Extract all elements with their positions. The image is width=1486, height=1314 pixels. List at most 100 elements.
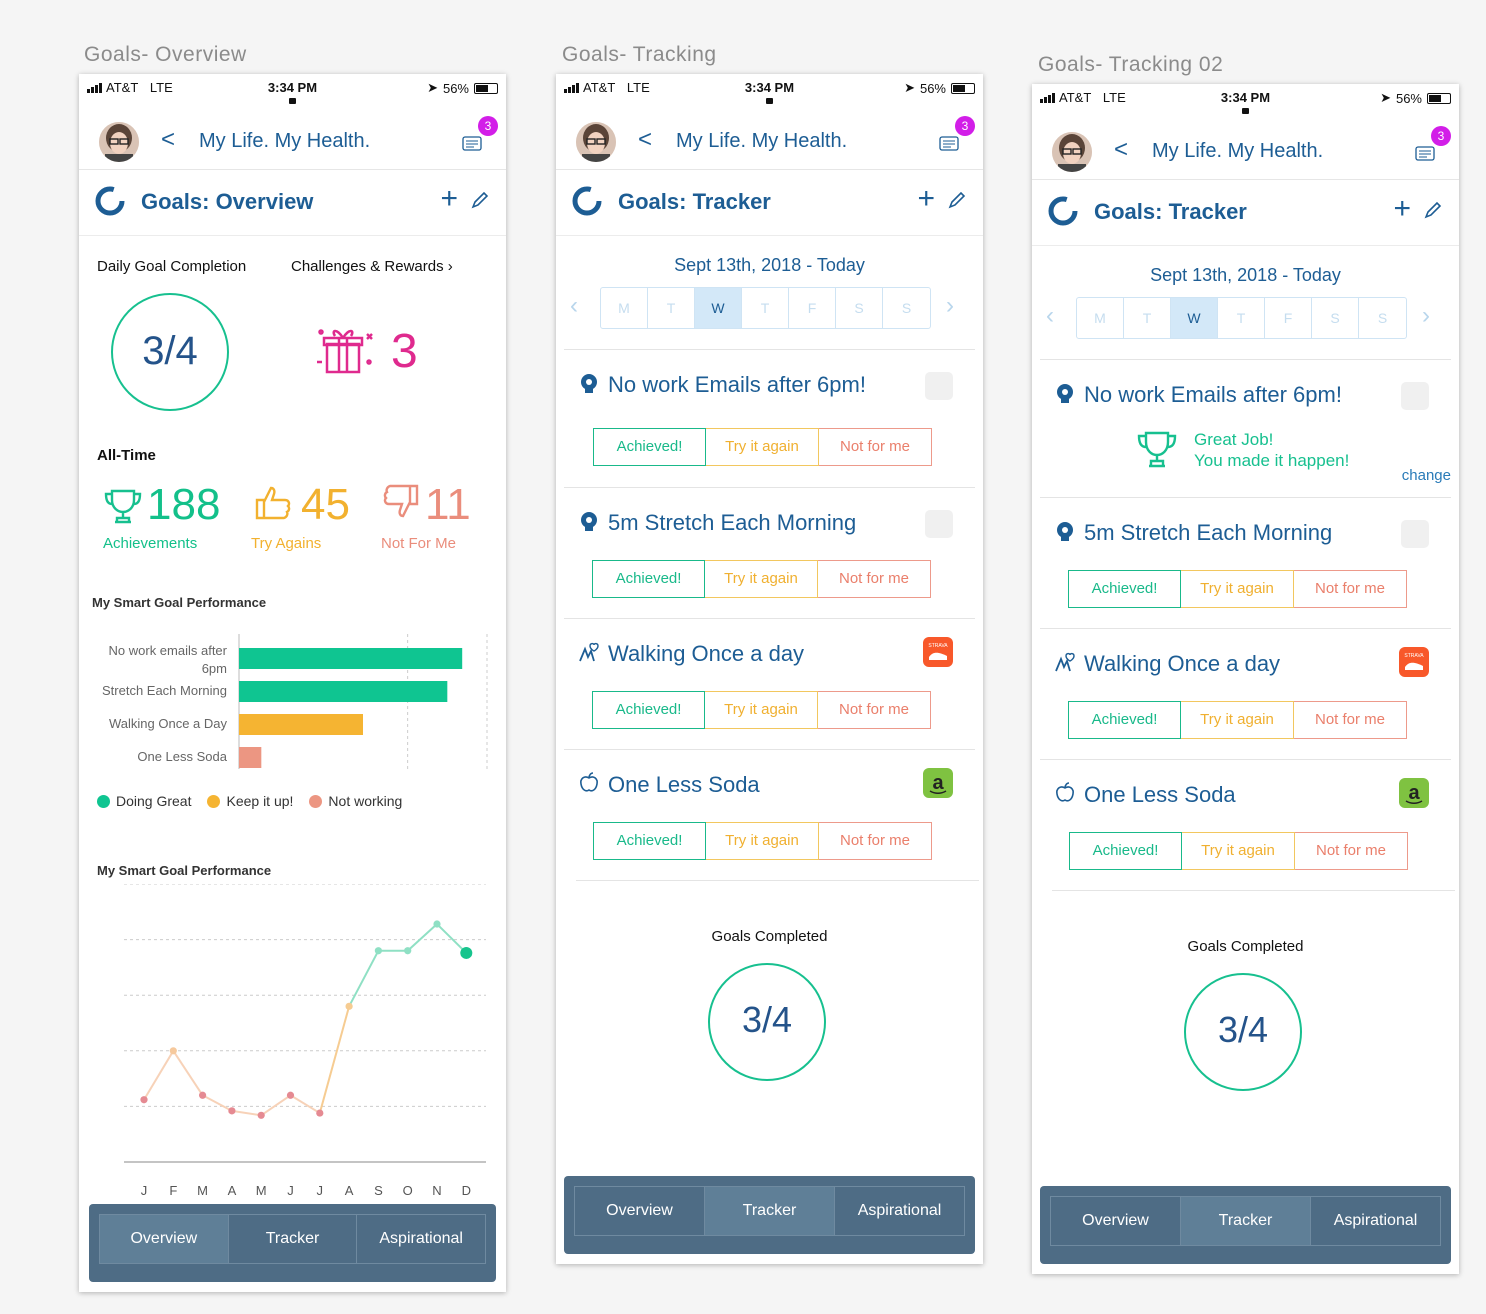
prev-week-arrow[interactable]: ‹ [570,292,578,319]
achieved-button[interactable]: Achieved! [1069,832,1182,870]
tab-overview[interactable]: Overview [100,1215,229,1263]
not-for-me-button[interactable]: Not for me [1294,570,1407,608]
back-button[interactable]: < [638,126,653,153]
try-again-button[interactable]: Try it again [705,560,818,598]
edit-icon[interactable] [947,190,967,215]
tab-overview[interactable]: Overview [575,1187,705,1235]
x-tick-label: J [317,1183,324,1198]
day-tue[interactable]: T [1124,298,1171,338]
day-sat[interactable]: S [836,288,883,328]
try-again-button[interactable]: Try it again [705,691,818,729]
tab-tracker[interactable]: Tracker [1181,1197,1311,1245]
line-point [460,946,473,959]
goal-checkbox[interactable] [925,372,953,400]
gear-head-icon [578,510,600,537]
notification-badge: 3 [955,116,975,136]
svg-text:STRAVA: STRAVA [928,643,948,649]
messages-icon[interactable] [1415,146,1435,167]
carrier: AT&T [106,80,139,95]
alltime-label: All-Time [97,447,156,464]
day-sat[interactable]: S [1312,298,1359,338]
amazon-app-icon[interactable]: a [923,768,953,798]
tab-tracker[interactable]: Tracker [705,1187,835,1235]
page-title: Goals: Overview [141,189,314,214]
trophy-icon [1136,430,1178,475]
achieved-button[interactable]: Achieved! [593,822,706,860]
day-mon[interactable]: M [601,288,648,328]
try-again-button[interactable]: Try it again [1181,570,1294,608]
x-tick-label: O [403,1183,413,1198]
goals-completed-label: Goals Completed [711,928,828,945]
goal-checkbox[interactable] [1401,520,1429,548]
amazon-app-icon[interactable]: a [1399,778,1429,808]
carrier: AT&T [1059,90,1092,105]
change-link[interactable]: change [1401,467,1451,484]
try-again-button[interactable]: Try it again [706,822,819,860]
achieved-button[interactable]: Achieved! [592,560,705,598]
avatar[interactable] [1052,132,1092,172]
add-icon[interactable]: + [1393,192,1411,225]
not-for-me-button[interactable]: Not for me [1294,701,1407,739]
tab-aspirational[interactable]: Aspirational [857,1202,942,1219]
goal-title: One Less Soda [1084,782,1236,807]
next-week-arrow[interactable]: › [946,292,954,319]
not-for-me-button[interactable]: Not for me [819,822,932,860]
goal-title: One Less Soda [608,772,760,797]
x-tick-label: J [141,1183,148,1198]
day-fri[interactable]: F [789,288,836,328]
section-header: Goals: Overview + [79,170,506,236]
not-for-me-button[interactable]: Not for me [818,691,931,729]
line-point [199,1091,207,1099]
tab-tracker[interactable]: Tracker [229,1215,358,1263]
prev-week-arrow[interactable]: ‹ [1046,302,1054,329]
try-again-button[interactable]: Try it again [1182,832,1295,870]
rewards-count: 3 [391,325,418,378]
day-sun[interactable]: S [1377,310,1388,326]
edit-icon[interactable] [470,190,490,215]
goal-checkbox[interactable] [925,510,953,538]
bottom-tabs: Overview Tracker Aspirational [564,1176,975,1254]
challenges-rewards-link[interactable]: Challenges & Rewards › [291,258,453,275]
tab-aspirational[interactable]: Aspirational [379,1230,463,1247]
day-thu[interactable]: T [1218,298,1265,338]
day-wed[interactable]: W [695,288,742,328]
back-button[interactable]: < [1114,136,1129,163]
day-thu[interactable]: T [742,288,789,328]
lock-icon [288,98,296,104]
messages-icon[interactable] [939,136,959,157]
network: LTE [626,80,650,95]
day-mon[interactable]: M [1077,298,1124,338]
next-week-arrow[interactable]: › [1422,302,1430,329]
achieved-button[interactable]: Achieved! [1068,570,1181,608]
day-sun[interactable]: S [901,300,912,316]
try-again-button[interactable]: Try it again [1181,701,1294,739]
achieved-button[interactable]: Achieved! [1068,701,1181,739]
bar-chart-legend: Doing Great Keep it up! Not working [97,793,402,809]
day-fri[interactable]: F [1265,298,1312,338]
day-wed[interactable]: W [1171,298,1218,338]
goal-checkbox[interactable] [1401,382,1429,410]
bar-category-label: Stretch Each Morning [102,683,227,698]
avatar[interactable] [99,122,139,162]
edit-icon[interactable] [1423,200,1443,225]
achieved-button[interactable]: Achieved! [592,691,705,729]
legend-doing-great: Doing Great [97,793,191,809]
add-icon[interactable]: + [440,182,458,215]
line-segment [348,950,380,1007]
not-for-me-button[interactable]: Not for me [1295,832,1408,870]
back-button[interactable]: < [161,126,176,153]
not-for-me-button[interactable]: Not for me [819,428,932,466]
tab-aspirational[interactable]: Aspirational [1333,1212,1418,1229]
not-for-me-button[interactable]: Not for me [818,560,931,598]
try-again-button[interactable]: Try it again [706,428,819,466]
strava-app-icon[interactable]: STRAVA [1399,647,1429,677]
week-selector: M T W T F S S [1076,297,1407,339]
page-title: Goals: Tracker [1094,199,1247,224]
avatar[interactable] [576,122,616,162]
strava-app-icon[interactable]: STRAVA [923,637,953,667]
add-icon[interactable]: + [917,182,935,215]
day-tue[interactable]: T [648,288,695,328]
tab-overview[interactable]: Overview [1051,1197,1181,1245]
achieved-button[interactable]: Achieved! [593,428,706,466]
messages-icon[interactable] [462,136,482,157]
